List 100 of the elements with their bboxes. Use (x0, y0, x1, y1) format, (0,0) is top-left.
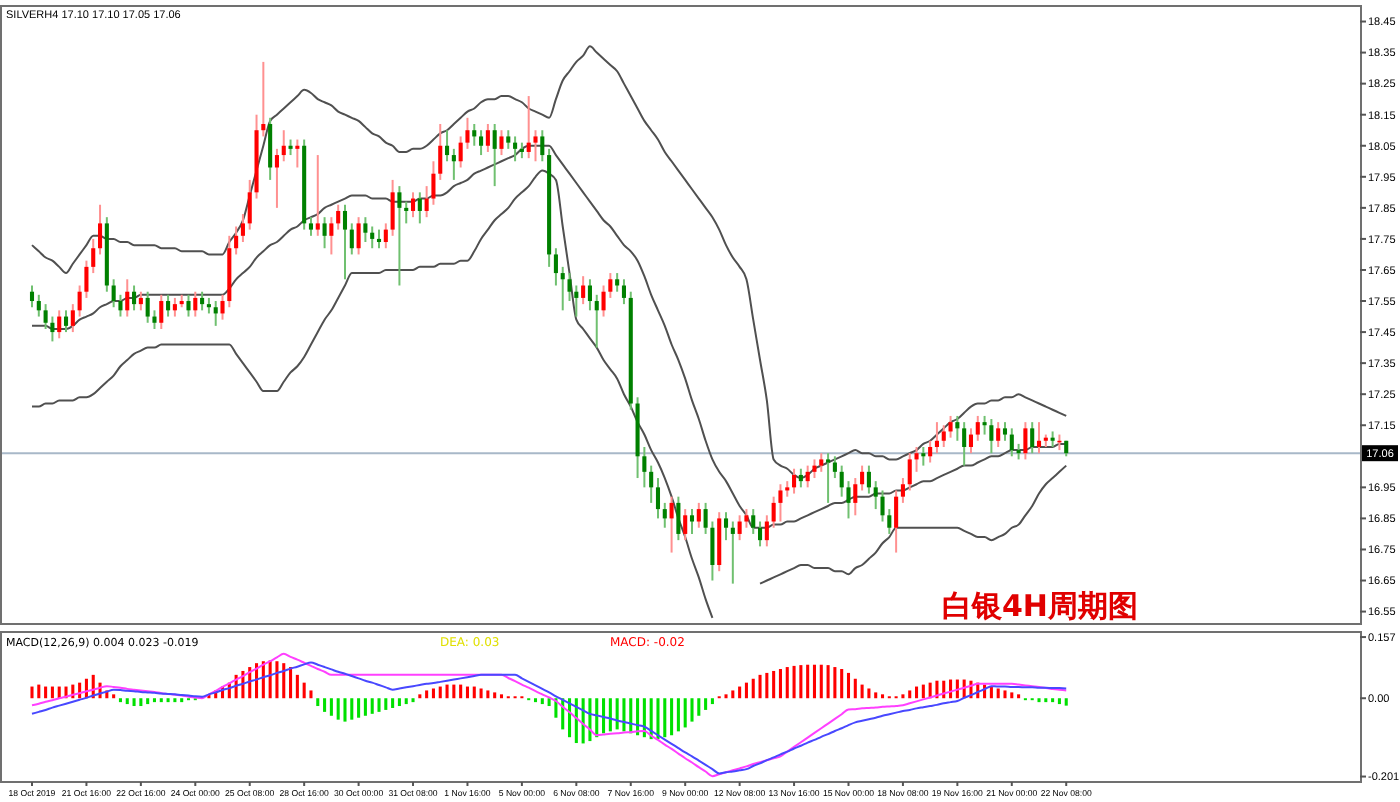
candlestick (968, 427, 974, 455)
candlestick (669, 495, 674, 554)
candlestick (410, 191, 416, 219)
candlestick (587, 278, 592, 312)
candlestick (894, 489, 899, 554)
candlestick (376, 228, 382, 250)
candlestick (621, 278, 626, 306)
candlestick (696, 501, 701, 529)
candlestick (240, 213, 245, 244)
candlestick (506, 129, 511, 150)
candlestick (281, 129, 286, 163)
candlestick (798, 467, 803, 489)
candlestick (308, 216, 314, 237)
candlestick (996, 421, 1001, 448)
candlestick (132, 284, 137, 312)
candlestick (730, 520, 735, 585)
candlestick (907, 452, 912, 492)
candlestick (594, 293, 599, 349)
candlestick (445, 129, 450, 163)
candlestick (479, 129, 484, 157)
candlestick (70, 303, 75, 334)
candlestick (363, 216, 368, 244)
candlestick (315, 154, 320, 237)
candlestick (1023, 421, 1028, 461)
candlestick (213, 300, 218, 327)
candlestick (989, 418, 994, 455)
candlestick (758, 520, 763, 548)
candlestick (778, 483, 783, 523)
candlestick (172, 296, 177, 318)
candlestick (853, 477, 858, 517)
candlestick (805, 464, 810, 489)
candlestick (336, 203, 341, 231)
candlestick (29, 284, 35, 309)
candlestick (948, 414, 953, 439)
candlestick (295, 138, 300, 169)
candlestick (832, 455, 837, 480)
candlestick (581, 275, 586, 306)
candlestick (676, 495, 681, 542)
candlestick (866, 464, 871, 495)
candlestick (356, 216, 361, 256)
candlestick (1009, 427, 1014, 458)
candlestick (921, 445, 926, 467)
candlestick (166, 293, 171, 318)
candlestick (322, 216, 327, 250)
candlestick (737, 514, 742, 542)
candlestick (98, 203, 103, 256)
candlestick (717, 511, 722, 573)
candlestick (125, 278, 130, 318)
candlestick (975, 414, 980, 442)
candlestick (962, 421, 967, 467)
candlestick (342, 203, 348, 281)
candlestick (499, 129, 504, 157)
candlestick (540, 129, 545, 163)
candlestick (145, 290, 150, 324)
candlestick (764, 514, 769, 548)
candlestick (404, 200, 409, 225)
candlestick (792, 467, 797, 495)
candlestick (274, 147, 279, 209)
candlestick (417, 191, 422, 225)
candlestick (390, 178, 395, 237)
candlestick (662, 501, 667, 529)
candlestick (860, 464, 865, 492)
candlestick (268, 116, 273, 181)
candlestick (159, 293, 164, 330)
candlestick (383, 222, 388, 250)
candlestick (826, 452, 831, 504)
candlestick (900, 477, 905, 504)
candlestick (812, 458, 817, 480)
candlestick (526, 95, 531, 160)
candlestick (472, 123, 477, 147)
candlestick (655, 477, 661, 520)
candlestick (63, 309, 69, 334)
candlestick (57, 309, 62, 340)
candlestick (36, 293, 41, 318)
candlestick (370, 225, 375, 250)
candlestick (723, 511, 729, 542)
candlestick (513, 135, 518, 163)
candlestick (928, 439, 933, 464)
annotation: 白银4H周期图 (942, 588, 1138, 624)
candlestick (329, 216, 334, 256)
candlestick (934, 421, 939, 455)
candlestick (492, 123, 497, 188)
candlestick (111, 278, 116, 309)
candlestick (560, 265, 565, 312)
candlestick (485, 123, 490, 153)
candlestick (91, 237, 96, 275)
candlestick (615, 272, 620, 293)
candlestick (751, 508, 756, 535)
candlestick (1002, 421, 1008, 442)
candlestick (941, 424, 946, 448)
candlestick (819, 452, 824, 473)
candlestick (200, 290, 205, 312)
candlestick (438, 123, 443, 181)
candlestick (451, 147, 456, 181)
candlestick (955, 414, 960, 442)
candlestick (649, 464, 654, 504)
candlestick (553, 247, 558, 287)
candlestick (689, 508, 695, 535)
candlestick (349, 222, 354, 256)
candlestick (186, 293, 191, 318)
